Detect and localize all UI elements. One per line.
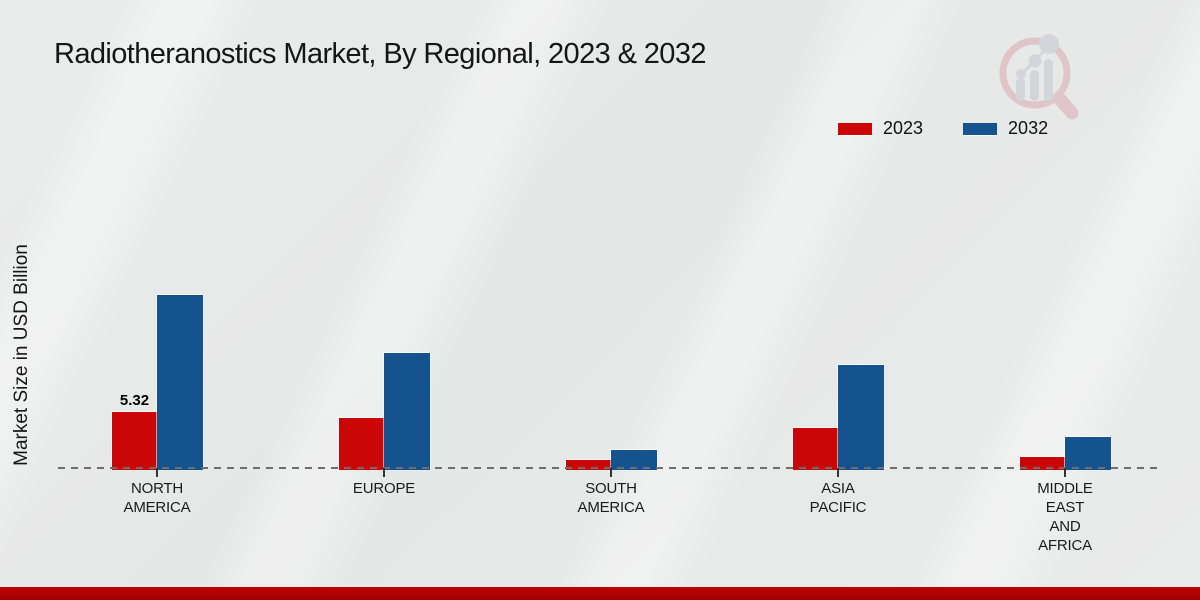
logo-dot-medium-icon — [1028, 54, 1042, 68]
chart-title: Radiotheranostics Market, By Regional, 2… — [54, 38, 707, 70]
logo-bar-medium-icon — [1030, 70, 1039, 101]
bar-2032-region-2 — [611, 450, 657, 470]
legend-label-2023: 2023 — [883, 118, 924, 138]
x-axis-tick — [610, 468, 612, 477]
legend-item-2032: 2032 — [963, 118, 1048, 139]
bar-2023-region-2 — [566, 460, 611, 470]
bar-2023-region-0 — [112, 412, 157, 470]
logo-dot-small-icon — [1016, 69, 1026, 79]
x-axis-line — [58, 467, 1160, 469]
x-axis-category-label: SOUTH AMERICA — [577, 480, 645, 516]
legend-item-2023: 2023 — [838, 118, 923, 139]
bar-2023-region-3 — [793, 428, 838, 470]
x-axis-category-label: ASIA PACIFIC — [809, 480, 867, 516]
legend-swatch-2032 — [963, 122, 998, 135]
x-axis-category-label: NORTH AMERICA — [123, 480, 191, 516]
bar-2023-region-1 — [339, 418, 384, 470]
x-axis-tick — [383, 468, 385, 477]
bar-2032-region-4 — [1065, 437, 1111, 470]
bar-2032-region-3 — [838, 365, 884, 470]
x-axis-category-label: MIDDLE EAST AND AFRICA — [1037, 480, 1093, 554]
bar-value-label: 5.32 — [119, 392, 150, 409]
footer-accent-bar — [0, 587, 1200, 600]
magnifier-glass-icon — [999, 37, 1071, 109]
legend: 2023 2032 — [838, 118, 1048, 139]
logo-bar-small-icon — [1016, 78, 1025, 101]
legend-swatch-2023 — [838, 122, 872, 135]
logo-bar-large-icon — [1044, 59, 1053, 101]
x-axis-tick — [837, 468, 839, 477]
x-axis-tick — [156, 468, 158, 477]
logo-dot-large-icon — [1039, 34, 1059, 54]
magnifier-handle-icon — [1052, 91, 1079, 120]
magnifier-bar-chart-logo-watermark — [999, 34, 1079, 120]
bar-2032-region-1 — [384, 353, 430, 470]
bar-2032-region-0 — [157, 295, 203, 470]
x-axis-category-label: EUROPE — [352, 480, 416, 497]
legend-label-2032: 2032 — [1008, 118, 1049, 138]
x-axis-tick — [1064, 468, 1066, 477]
bar-2023-region-4 — [1020, 457, 1065, 470]
